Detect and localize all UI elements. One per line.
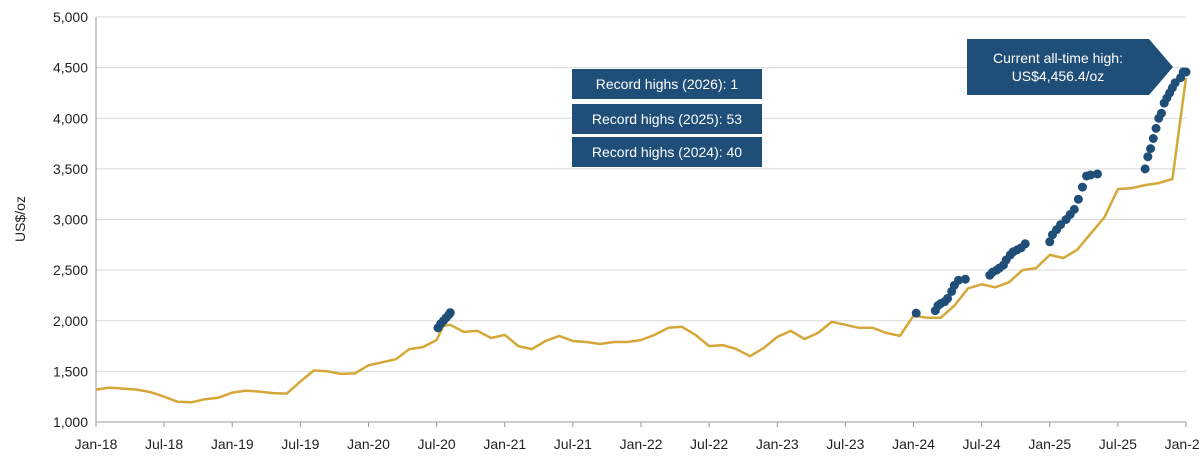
x-tick-label: Jan-23 <box>756 436 799 452</box>
record-high-point <box>1092 169 1102 179</box>
record-high-point <box>1069 204 1079 214</box>
series-line <box>95 77 1188 404</box>
y-tick-label: 2,000 <box>53 313 88 329</box>
y-tick-label: 3,500 <box>53 161 88 177</box>
record-high-point <box>943 293 953 303</box>
x-tick-label: Jan-22 <box>620 436 663 452</box>
x-tick-label: Jul-24 <box>963 436 1001 452</box>
y-tick-label: 3,000 <box>53 212 88 228</box>
y-tick-label: 1,500 <box>53 363 88 379</box>
record-high-point <box>911 308 921 318</box>
record-high-point <box>960 274 970 284</box>
record-high-point <box>1020 239 1030 249</box>
record-high-point <box>1086 170 1096 180</box>
y-axis-title: US$/oz <box>12 196 28 242</box>
price-series <box>95 77 1188 404</box>
y-tick-label: 1,000 <box>53 414 88 430</box>
record-high-point <box>1181 67 1191 77</box>
record-high-point <box>1077 182 1087 192</box>
record-high-point <box>1045 237 1055 247</box>
y-tick-labels: 1,000 1,500 2,000 2,500 3,000 3,500 4,000 4,500… <box>53 9 88 430</box>
record-high-point <box>1151 123 1161 133</box>
x-tick-label: Jan-26 <box>1165 436 1200 452</box>
record-high-point <box>1143 152 1153 162</box>
x-tick-label: Jul-22 <box>690 436 728 452</box>
record-highs-2025-label: Record highs (2025): 53 <box>572 104 762 134</box>
x-tick-label: Jul-23 <box>826 436 864 452</box>
x-tick-label: Jan-25 <box>1028 436 1071 452</box>
x-tick-label: Jan-20 <box>347 436 390 452</box>
callout-line-1: Current all-time high: <box>993 50 1123 66</box>
x-tick-label: Jul-20 <box>418 436 456 452</box>
callout-line-2: US$4,456.4/oz <box>1011 68 1105 84</box>
record-highs-2024-label: Record highs (2024): 40 <box>572 137 762 167</box>
y-tick-label: 5,000 <box>53 9 88 25</box>
record-high-point <box>1148 134 1158 143</box>
record-high-point <box>1146 144 1156 154</box>
x-tick-label: Jan-18 <box>75 436 118 452</box>
all-time-high-callout: Current all-time high: US$4,456.4/oz <box>967 39 1173 95</box>
y-tick-label: 4,500 <box>53 60 88 76</box>
callout-arrow-shape <box>967 39 1173 95</box>
record-high-markers <box>433 67 1191 333</box>
x-tick-label: Jul-25 <box>1099 436 1137 452</box>
y-tick-label: 2,500 <box>53 262 88 278</box>
y-tick-label: 4,000 <box>53 110 88 126</box>
x-tick-label: Jan-19 <box>211 436 254 452</box>
x-tick-labels: Jan-18 Jul-18 Jan-19 Jul-19 Jan-20 Jul-20 Jan-… <box>75 422 1200 452</box>
x-tick-label: Jul-19 <box>281 436 319 452</box>
record-high-point <box>953 275 963 285</box>
record-high-point <box>1156 108 1166 118</box>
x-tick-label: Jul-21 <box>554 436 592 452</box>
record-highs-2026-label: Record highs (2026): 1 <box>572 69 762 99</box>
x-tick-label: Jul-18 <box>145 436 183 452</box>
record-high-point <box>1073 194 1083 204</box>
record-high-point <box>1140 164 1150 174</box>
record-high-point <box>445 308 455 318</box>
x-tick-label: Jan-24 <box>892 436 935 452</box>
x-tick-label: Jan-21 <box>483 436 526 452</box>
